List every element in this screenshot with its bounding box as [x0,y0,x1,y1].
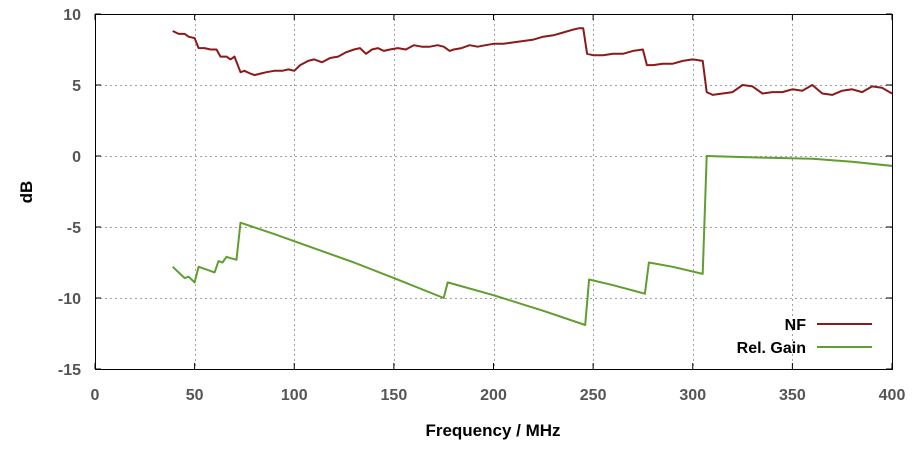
x-tick-label: 0 [91,387,100,404]
x-tick-label: 300 [679,387,706,404]
y-tick-label: -10 [58,291,81,308]
y-tick-label: 10 [63,7,81,24]
grid [95,14,892,369]
x-tick-label: 400 [879,387,906,404]
tick-labels: 0 50 100 150 200 250 300 350 400 -15 -10 -5 0 5 10 [58,7,906,404]
plot-frame [95,14,893,370]
x-axis-title: Frequency / MHz [425,421,560,440]
y-tick-label: 0 [72,149,81,166]
y-tick-label: -5 [67,220,81,237]
series-line-nf [172,27,893,96]
x-tick-label: 250 [580,387,607,404]
legend-label-rel-gain: Rel. Gain [737,340,806,357]
series-line-rel-gain [172,155,893,326]
y-tick-label: -15 [58,362,81,379]
legend: NF Rel. Gain [737,317,872,357]
x-tick-label: 50 [186,387,204,404]
x-tick-label: 150 [381,387,408,404]
x-tick-label: 350 [779,387,806,404]
x-tick-label: 100 [281,387,308,404]
y-tick-label: 5 [72,78,81,95]
x-tick-label: 200 [480,387,507,404]
legend-label-nf: NF [785,317,807,334]
y-axis-title: dB [17,181,36,204]
series-lines [172,27,893,326]
